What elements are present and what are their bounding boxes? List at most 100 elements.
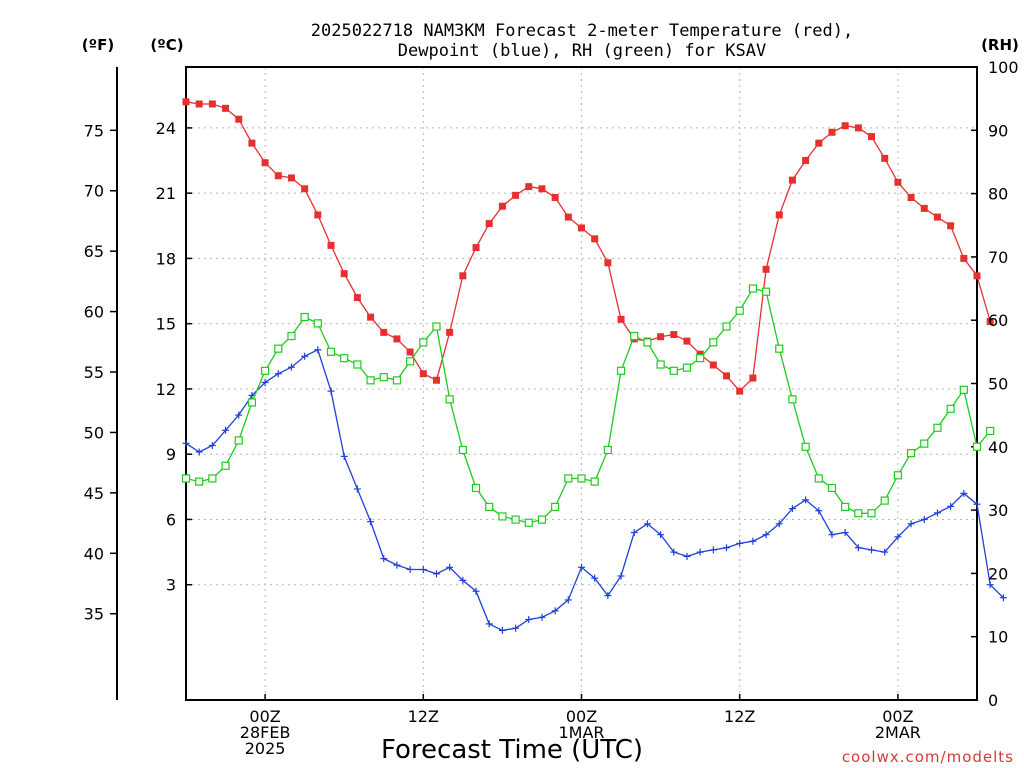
- rh-point: [748, 284, 757, 293]
- fahrenheit-tick-label: 45: [84, 484, 104, 503]
- dewpoint-point: [261, 378, 269, 386]
- dewpoint-point: [525, 616, 533, 624]
- rh-tick-label: 20: [988, 564, 1008, 583]
- dewpoint-point: [406, 565, 414, 573]
- dewpoint-point: [419, 565, 427, 573]
- temperature-point: [564, 213, 572, 221]
- temperature-point: [762, 265, 770, 273]
- series-temperature: [182, 98, 994, 395]
- rh-point: [432, 322, 441, 331]
- rh-point: [221, 461, 230, 470]
- series-layer: [181, 98, 1007, 634]
- rh-point: [577, 474, 586, 483]
- x-tick-label: 28FEB: [240, 723, 291, 742]
- dewpoint-point: [617, 572, 625, 580]
- rh-point: [590, 477, 599, 486]
- rh-point: [445, 395, 454, 404]
- temperature-point: [828, 128, 836, 136]
- dewpoint-point: [340, 452, 348, 460]
- temperature-point: [881, 154, 889, 162]
- temperature-point: [854, 124, 862, 132]
- temperature-point: [446, 328, 454, 336]
- dewpoint-point: [208, 441, 216, 449]
- x-tick-label: 00Z: [249, 707, 280, 726]
- rh-point: [406, 357, 415, 366]
- temperature-point: [723, 372, 731, 380]
- temperature-point: [472, 244, 480, 252]
- temperature-point: [235, 115, 243, 123]
- temperature-point: [222, 104, 230, 112]
- rh-point: [300, 312, 309, 322]
- dewpoint-point: [564, 596, 572, 604]
- dewpoint-point: [986, 581, 994, 589]
- dewpoint-point: [854, 544, 862, 552]
- dewpoint-point: [683, 552, 691, 560]
- dewpoint-point: [868, 546, 876, 554]
- rh-tick-label: 90: [988, 121, 1008, 140]
- temperature-point: [393, 335, 401, 343]
- rh-point: [379, 373, 388, 382]
- rh-point: [630, 331, 639, 341]
- dewpoint-point: [881, 548, 889, 556]
- temperature-point: [380, 328, 388, 336]
- temperature-point: [907, 194, 915, 202]
- dewpoint-point: [696, 548, 704, 556]
- rh-point: [511, 515, 520, 524]
- rh-point: [959, 385, 968, 394]
- celsius-tick-label: 12: [156, 380, 176, 399]
- temperature-point: [498, 202, 506, 210]
- rh-point: [880, 496, 889, 505]
- dewpoint-point: [920, 515, 928, 523]
- rh-point: [775, 344, 784, 353]
- dewpoint-point: [973, 500, 981, 508]
- rh-point: [867, 509, 876, 518]
- x-tick-label: 00Z: [566, 707, 597, 726]
- fahrenheit-tick-label: 60: [84, 303, 104, 322]
- rh-point: [933, 423, 942, 432]
- temperature-point: [986, 318, 994, 326]
- rh-point: [788, 395, 797, 404]
- temperature-point: [314, 211, 322, 219]
- rh-point: [485, 502, 494, 512]
- dewpoint-point: [749, 537, 757, 545]
- dewpoint-point: [802, 496, 810, 504]
- dewpoint-point: [894, 533, 902, 541]
- series-line-dewpoint: [185, 348, 1004, 632]
- dewpoint-point: [380, 555, 388, 563]
- temperature-point: [182, 98, 190, 106]
- rh-tick-label: 70: [988, 248, 1008, 267]
- temperature-point: [683, 337, 691, 345]
- x-axis-title: Forecast Time (UTC): [381, 735, 643, 765]
- rh-point: [458, 445, 467, 455]
- gridlines: [186, 67, 977, 700]
- dewpoint-point: [195, 448, 203, 456]
- dewpoint-point: [327, 387, 335, 395]
- rh-point: [854, 509, 863, 518]
- rh-point: [274, 344, 283, 353]
- temperature-point: [802, 157, 810, 165]
- rh-point: [326, 347, 336, 356]
- dewpoint-point: [828, 531, 836, 539]
- rh-tick-label: 0: [988, 691, 998, 710]
- fahrenheit-tick-label: 35: [84, 605, 104, 624]
- rh-tick-label: 80: [988, 185, 1008, 204]
- rh-tick-label: 10: [988, 628, 1008, 647]
- temperature-point: [512, 191, 520, 199]
- rh-point: [735, 306, 744, 315]
- celsius-tick-label: 9: [166, 445, 176, 464]
- dewpoint-point: [604, 592, 612, 600]
- rh-point: [893, 471, 903, 480]
- temperature-point: [525, 183, 533, 191]
- x-tick-label: 12Z: [724, 707, 755, 726]
- rh-point: [195, 477, 204, 486]
- temperature-point: [353, 294, 361, 302]
- temperature-point: [736, 387, 744, 395]
- rh-axis-unit: (RH): [981, 36, 1019, 54]
- temperature-point: [551, 194, 559, 202]
- dewpoint-point: [472, 587, 480, 595]
- temperature-point: [367, 313, 375, 321]
- dewpoint-point: [670, 548, 678, 556]
- temperature-point: [841, 122, 849, 130]
- fahrenheit-tick-label: 75: [84, 121, 104, 140]
- dewpoint-point: [287, 363, 295, 371]
